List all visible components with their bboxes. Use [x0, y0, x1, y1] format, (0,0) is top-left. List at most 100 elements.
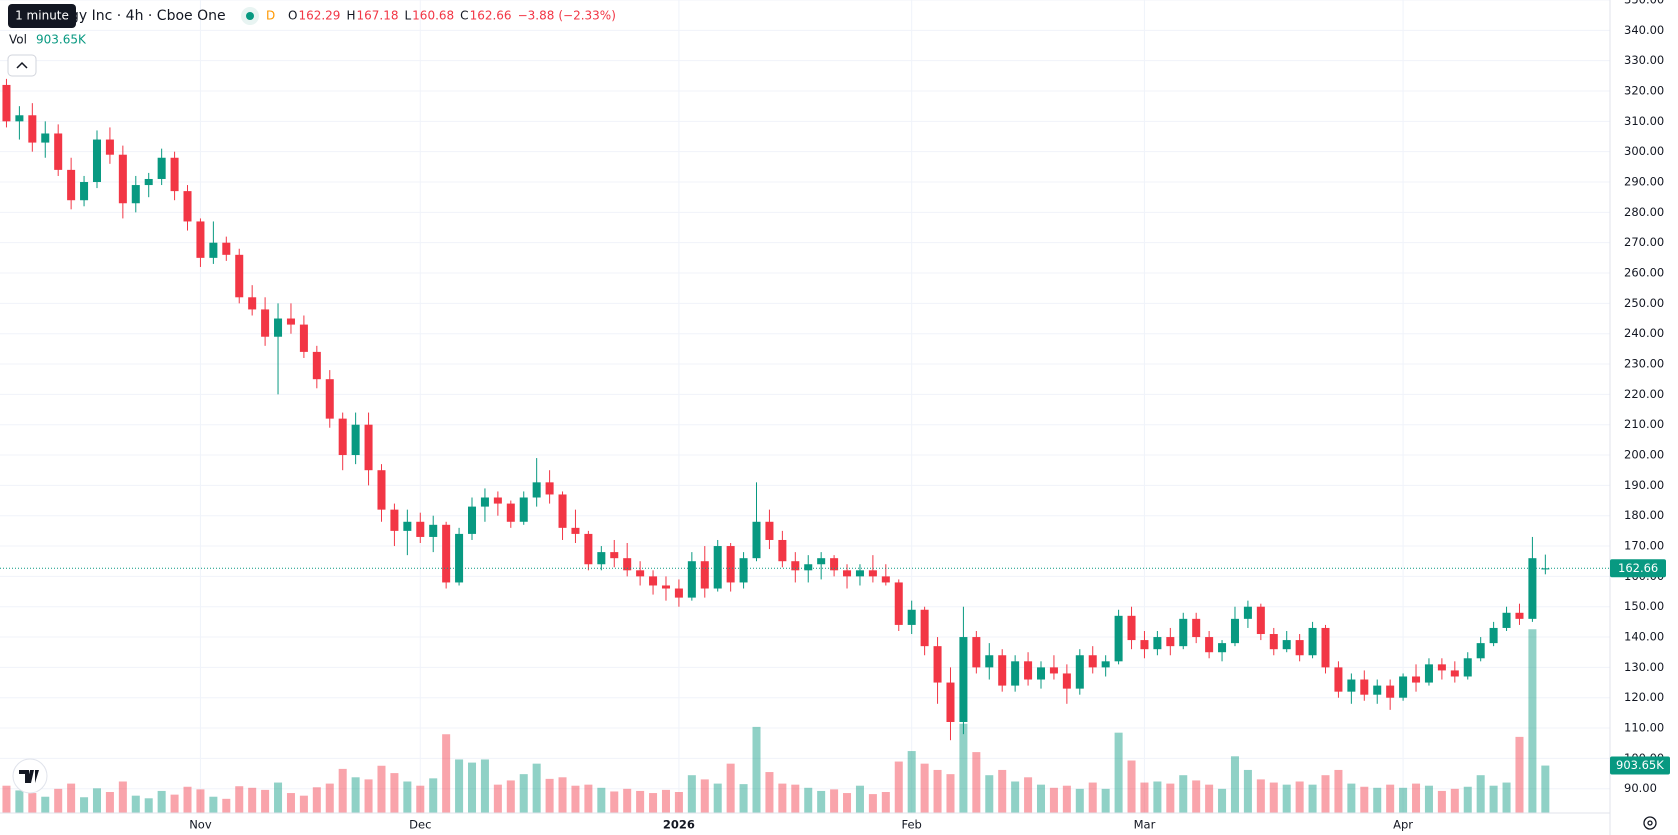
candle-body	[933, 646, 942, 683]
volume-bar	[157, 790, 166, 813]
volume-bar	[946, 774, 955, 813]
volume-bar	[1334, 769, 1343, 813]
volume-bar	[105, 792, 114, 813]
candle-body	[286, 318, 295, 325]
volume-bar	[1062, 785, 1071, 813]
candle-body	[610, 552, 619, 559]
volume-bar	[390, 773, 399, 813]
y-tick-label: 350.00	[1624, 0, 1664, 7]
y-tick-label: 130.00	[1624, 660, 1664, 674]
candle-body	[157, 157, 166, 179]
volume-bar	[67, 783, 76, 813]
candle-body	[972, 637, 981, 668]
badge: D	[266, 9, 275, 23]
candle-body	[946, 682, 955, 722]
candle-body	[1502, 612, 1511, 628]
candle-body	[1412, 676, 1421, 683]
candle-body	[1386, 685, 1395, 698]
candle-body	[1114, 615, 1123, 662]
ohlc-value: 167.18	[356, 9, 398, 23]
volume-bar	[429, 778, 438, 813]
y-tick-label: 140.00	[1624, 630, 1664, 644]
settings-icon[interactable]	[1643, 816, 1657, 830]
volume-bar	[1502, 782, 1511, 813]
y-tick-label: 290.00	[1624, 175, 1664, 189]
candle-body	[855, 570, 864, 577]
candle-body	[1166, 637, 1175, 647]
ohlc-label: O	[288, 9, 297, 23]
candle-body	[817, 558, 826, 565]
candle-body	[1101, 661, 1110, 668]
y-tick-label: 250.00	[1624, 296, 1664, 310]
candle-body	[118, 154, 127, 204]
candle-body	[985, 655, 994, 668]
volume-bar	[1114, 732, 1123, 813]
volume-bar	[54, 788, 63, 813]
ohlc-value: 162.66	[470, 9, 512, 23]
candle-body	[765, 521, 774, 540]
candle-body	[1036, 667, 1046, 680]
last-price-label: 162.66	[1618, 561, 1658, 575]
candle-body	[1049, 667, 1058, 674]
volume-bar	[1205, 784, 1214, 813]
volume-bar	[855, 785, 864, 813]
candle-body	[661, 585, 670, 589]
candle-body	[726, 546, 735, 583]
volume-bar	[1140, 782, 1149, 813]
symbol-title: gy Inc · 4h · Cboe One	[70, 8, 226, 24]
volume-bar	[455, 759, 464, 813]
candle-body	[28, 115, 37, 143]
volume-bar	[1256, 779, 1265, 813]
volume-bar	[1088, 782, 1097, 813]
candle-body	[1450, 670, 1459, 677]
y-tick-label: 320.00	[1624, 84, 1664, 98]
volume-bar	[312, 787, 321, 813]
y-tick-label: 310.00	[1624, 114, 1664, 128]
candle-body	[1399, 676, 1408, 698]
candle-body	[1256, 606, 1265, 635]
candle-body	[700, 561, 709, 589]
candle-body	[1321, 627, 1330, 668]
volume-bar	[442, 734, 451, 813]
volume-bar	[1399, 787, 1408, 813]
volume-bar	[933, 769, 942, 813]
candle-body	[416, 521, 425, 537]
collapse-button[interactable]	[7, 54, 37, 77]
candle-body	[92, 139, 101, 183]
y-tick-label: 220.00	[1624, 387, 1664, 401]
candle-body	[170, 157, 179, 192]
volume-bar	[325, 783, 334, 813]
y-tick-label: 270.00	[1624, 235, 1664, 249]
candle-body	[209, 242, 218, 258]
volume-bar	[1269, 782, 1278, 813]
volume-bar	[1049, 787, 1058, 813]
y-tick-label: 280.00	[1624, 205, 1664, 219]
change: −3.88	[518, 9, 555, 23]
last-price-tag	[1610, 559, 1666, 578]
candle-body	[597, 552, 606, 565]
candle-body	[338, 418, 347, 456]
candle-body	[15, 115, 24, 122]
candle-body	[1437, 664, 1446, 671]
candle-body	[1541, 568, 1550, 570]
candle-body	[778, 539, 787, 562]
volume-bar	[726, 763, 735, 813]
grid	[0, 0, 1610, 813]
candle-body	[1153, 637, 1162, 650]
volume-bar	[1476, 775, 1485, 813]
x-tick-label: Apr	[1393, 818, 1413, 832]
candle-body	[519, 497, 528, 522]
volume-bar	[467, 762, 477, 813]
volume-bar	[1515, 736, 1524, 813]
volume-bar	[674, 792, 683, 813]
volume-bar	[1463, 786, 1472, 813]
candle-body	[1075, 655, 1084, 689]
candle-body	[183, 191, 192, 222]
candle-body	[299, 324, 308, 352]
volume-bar	[985, 775, 994, 813]
candle-body	[131, 185, 140, 204]
volume-bar	[623, 788, 632, 813]
volume-bar	[661, 789, 670, 813]
volume-bar	[1386, 784, 1395, 813]
volume-bar	[804, 787, 813, 813]
